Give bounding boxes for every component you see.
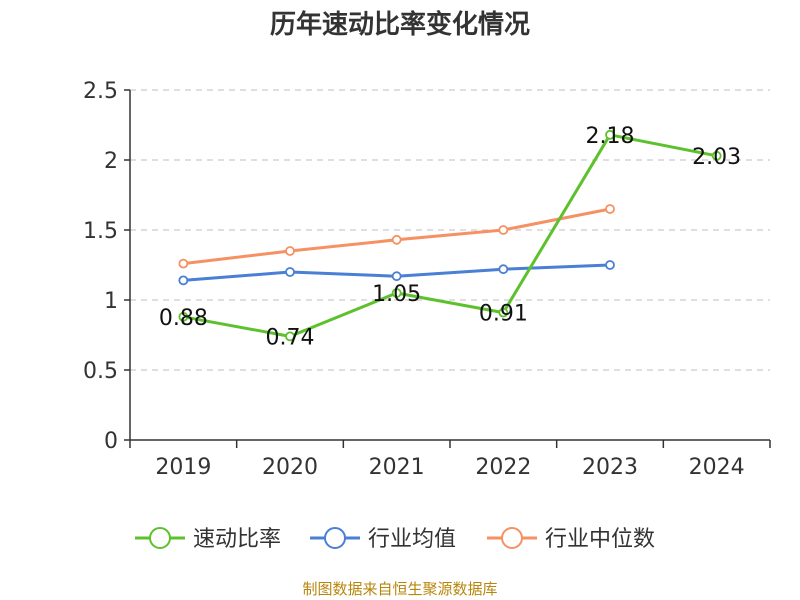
x-tick-label-2024: 2024 bbox=[689, 455, 745, 480]
y-tick-label-0: 0 bbox=[104, 429, 118, 454]
data-label-2024: 2.03 bbox=[692, 145, 741, 170]
data-point-2-2019 bbox=[178, 258, 189, 269]
legend-label-0: 速动比率 bbox=[193, 527, 281, 552]
data-label-2019: 0.88 bbox=[159, 306, 208, 331]
legend-item-2[interactable]: 行业中位数 bbox=[487, 527, 655, 552]
legend-marker-2 bbox=[501, 527, 523, 549]
x-tick-label-2023: 2023 bbox=[582, 455, 638, 480]
series-line-0 bbox=[183, 133, 717, 338]
x-tick-label-2019: 2019 bbox=[155, 455, 211, 480]
legend-item-1[interactable]: 行业均值 bbox=[310, 527, 456, 552]
legend-item-0[interactable]: 速动比率 bbox=[135, 527, 281, 552]
legend[interactable]: 速动比率 行业均值 行业中位数 bbox=[135, 527, 655, 552]
data-point-2-2023 bbox=[605, 204, 615, 214]
data-point-1-2022 bbox=[498, 264, 509, 275]
source-note: 制图数据来自恒生聚源数据库 bbox=[302, 580, 497, 598]
y-tick-label-1: 0.5 bbox=[83, 359, 118, 384]
x-tick-label-2021: 2021 bbox=[369, 455, 425, 480]
data-point-0-2024 bbox=[711, 150, 722, 161]
grid-lines bbox=[130, 89, 770, 371]
legend-marker-1 bbox=[324, 527, 346, 549]
data-label-2022: 0.91 bbox=[479, 302, 528, 327]
y-tick-label-4: 2 bbox=[104, 149, 118, 174]
data-point-1-2020 bbox=[285, 267, 295, 277]
x-tick-label-2022: 2022 bbox=[475, 455, 531, 480]
data-point-1-2021 bbox=[391, 271, 402, 282]
data-label-2023: 2.18 bbox=[586, 124, 635, 149]
series-group bbox=[178, 129, 722, 342]
axes: 0 0.5 1 1.5 2 2.5 2019 2020 2021 2022 2023 2024 bbox=[83, 79, 771, 480]
legend-label-1: 行业均值 bbox=[368, 527, 456, 552]
data-point-1-2023 bbox=[605, 260, 615, 270]
data-point-0-2020 bbox=[285, 331, 295, 342]
data-point-0-2022 bbox=[498, 307, 509, 318]
data-point-0-2019 bbox=[178, 311, 189, 322]
data-point-1-2019 bbox=[178, 275, 189, 286]
y-tick-label-3: 1.5 bbox=[83, 219, 118, 244]
legend-marker-0 bbox=[149, 527, 171, 549]
chart-title: 历年速动比率变化情况 bbox=[270, 9, 530, 40]
y-tick-label-5: 2.5 bbox=[83, 79, 118, 104]
y-tick-label-2: 1 bbox=[104, 289, 118, 314]
data-label-2021: 1.05 bbox=[372, 282, 421, 307]
data-labels: 0.88 0.74 1.05 0.91 2.18 2.03 bbox=[159, 124, 741, 351]
data-point-2-2021 bbox=[391, 234, 402, 245]
x-tick-label-2020: 2020 bbox=[262, 455, 318, 480]
data-point-2-2022 bbox=[498, 225, 509, 235]
data-point-0-2023 bbox=[605, 129, 615, 140]
data-label-2020: 0.74 bbox=[266, 325, 315, 350]
data-point-0-2021 bbox=[391, 288, 402, 298]
data-point-2-2020 bbox=[285, 246, 295, 256]
legend-label-2: 行业中位数 bbox=[545, 527, 655, 552]
